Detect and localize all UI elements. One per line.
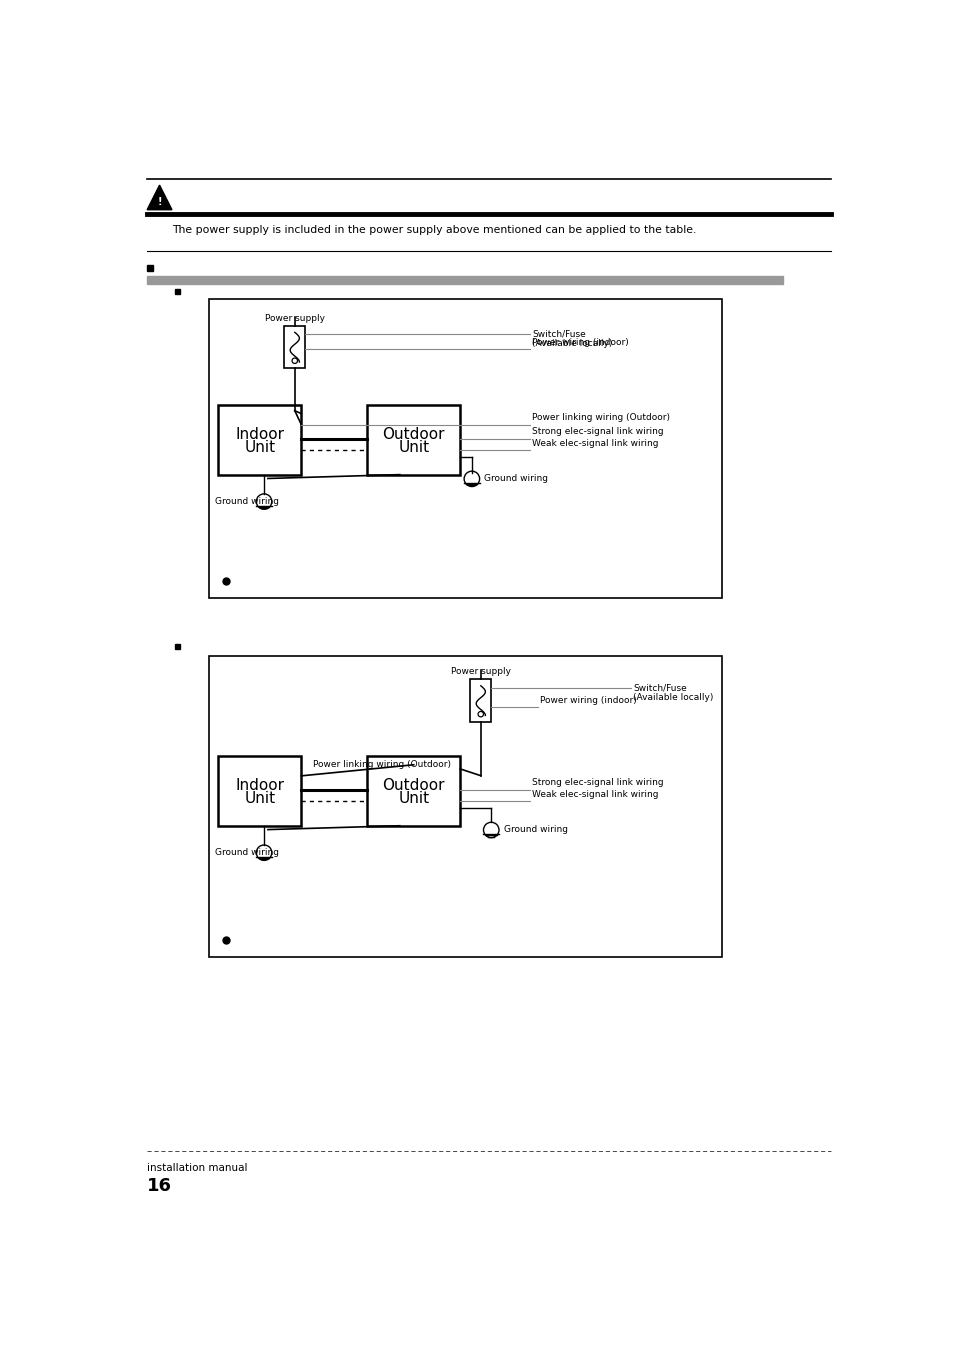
Polygon shape	[147, 185, 172, 209]
Bar	[367, 405, 459, 475]
Text: Power supply: Power supply	[451, 667, 510, 676]
Text: Indoor: Indoor	[235, 778, 284, 794]
Text: Switch/Fuse: Switch/Fuse	[633, 683, 686, 693]
Text: Power supply: Power supply	[265, 315, 324, 323]
Text: Unit: Unit	[244, 440, 275, 455]
Text: Ground wiring: Ground wiring	[214, 497, 278, 506]
Text: Strong elec-signal link wiring: Strong elec-signal link wiring	[532, 427, 663, 436]
Text: 16: 16	[147, 1177, 172, 1195]
Text: (Available locally): (Available locally)	[532, 339, 612, 348]
Text: Switch/Fuse: Switch/Fuse	[532, 329, 585, 339]
Bar	[218, 756, 301, 826]
Text: Weak elec-signal link wiring: Weak elec-signal link wiring	[532, 439, 659, 448]
Text: Power wiring (indoor): Power wiring (indoor)	[532, 338, 628, 347]
Bar	[209, 300, 721, 598]
Bar	[147, 275, 781, 284]
Text: Ground wiring: Ground wiring	[484, 474, 548, 483]
Bar	[174, 289, 179, 294]
Bar	[470, 679, 491, 722]
Text: (Available locally): (Available locally)	[633, 693, 713, 702]
Text: Power linking wiring (Outdoor): Power linking wiring (Outdoor)	[532, 413, 670, 423]
Bar	[367, 756, 459, 826]
Text: The power supply is included in the power supply above mentioned can be applied : The power supply is included in the powe…	[172, 225, 696, 235]
Text: Unit: Unit	[397, 791, 429, 806]
Text: Indoor: Indoor	[235, 427, 284, 441]
Text: Power linking wiring (Outdoor): Power linking wiring (Outdoor)	[313, 760, 451, 770]
Bar	[209, 656, 721, 957]
Text: Outdoor: Outdoor	[382, 778, 444, 794]
Text: Unit: Unit	[244, 791, 275, 806]
Text: Ground wiring: Ground wiring	[503, 825, 567, 834]
Text: Strong elec-signal link wiring: Strong elec-signal link wiring	[532, 779, 663, 787]
Text: Outdoor: Outdoor	[382, 427, 444, 441]
Bar	[284, 325, 305, 369]
Text: Power wiring (indoor): Power wiring (indoor)	[539, 695, 637, 705]
Text: installation manual: installation manual	[147, 1162, 248, 1173]
Text: Unit: Unit	[397, 440, 429, 455]
Bar	[218, 405, 301, 475]
Bar	[174, 644, 179, 648]
Text: !: !	[157, 197, 162, 207]
Text: Weak elec-signal link wiring: Weak elec-signal link wiring	[532, 790, 659, 799]
Bar	[147, 265, 153, 271]
Text: Ground wiring: Ground wiring	[214, 848, 278, 857]
